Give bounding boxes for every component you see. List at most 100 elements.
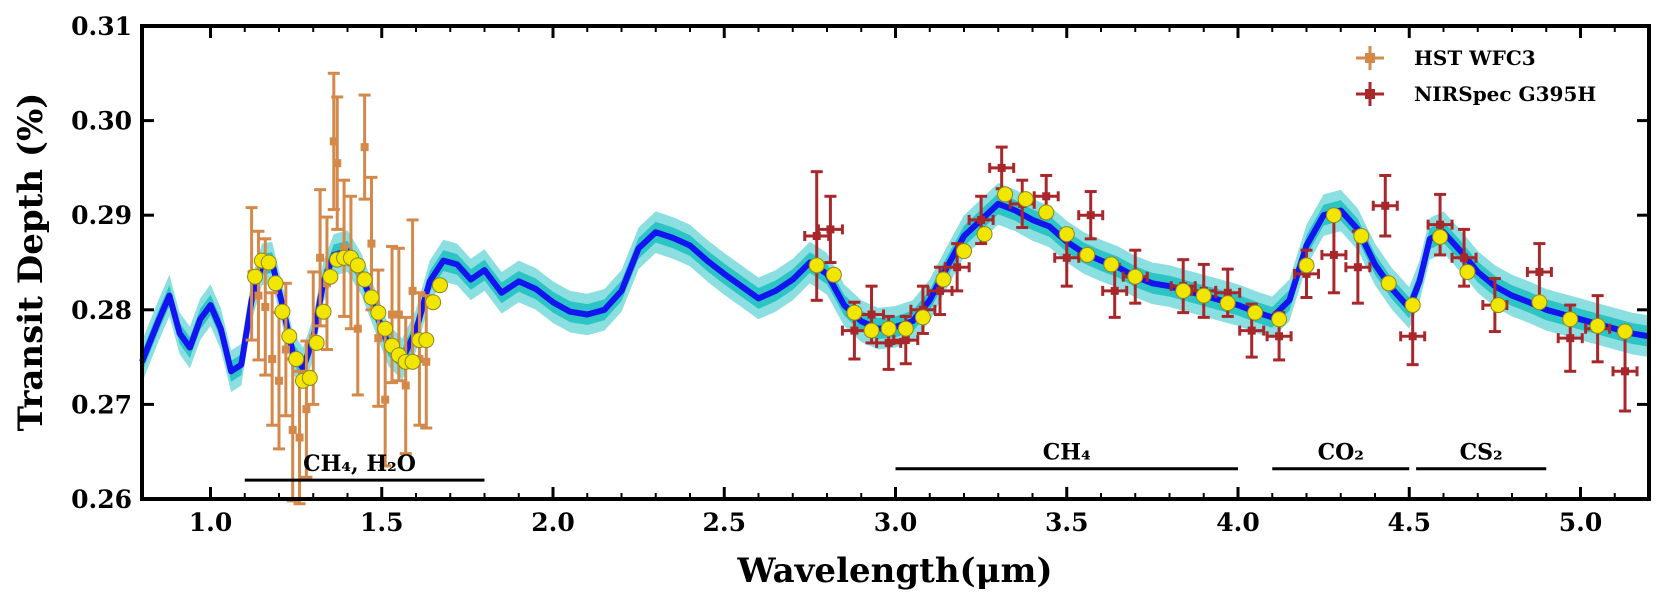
binned-model-point	[1531, 294, 1548, 311]
binned-model-point	[935, 271, 952, 288]
data-marker	[1381, 201, 1390, 210]
nirspec-g395h-point-25	[1371, 173, 1399, 238]
data-series	[245, 71, 1639, 506]
nirspec-g395h-point-23	[1320, 215, 1348, 295]
binned-model-point	[1058, 226, 1075, 243]
axes: 1.0 1.5 2.0 2.5 3.0 3.5 4.0 4.5 5.0 0.26 0.27 0.28 0…	[71, 12, 1651, 537]
legend: HST WFC3 NIRSpec G395H	[1356, 46, 1596, 106]
nirspec-g395h-point-14	[1077, 190, 1105, 241]
data-marker	[1247, 326, 1256, 335]
hst-wfc3-point-13	[331, 95, 344, 231]
data-marker	[333, 159, 342, 168]
data-marker	[316, 253, 325, 262]
data-marker	[850, 326, 859, 335]
binned-model-point	[370, 304, 387, 321]
hst-wfc3-point-10	[314, 188, 327, 328]
binned-model-point	[1103, 256, 1120, 273]
data-marker	[388, 310, 397, 319]
binned-model-point	[1380, 275, 1397, 292]
data-marker	[381, 395, 390, 404]
annotation-label: CS₂	[1460, 440, 1503, 466]
binned-model-point	[288, 350, 305, 367]
binned-model-point	[1325, 207, 1342, 224]
binned-model-point	[1127, 268, 1144, 285]
data-marker	[1042, 192, 1051, 201]
annotation-2: CO₂	[1272, 440, 1410, 471]
binned-model-point	[322, 268, 339, 285]
data-marker	[1535, 267, 1544, 276]
x-tick-label: 3.0	[874, 508, 918, 537]
data-marker	[1566, 334, 1575, 343]
binned-model-point	[1271, 311, 1288, 328]
binned-model-point	[1038, 204, 1055, 221]
nirspec-g395h-point-27	[1426, 192, 1454, 257]
binned-model-point	[356, 271, 373, 288]
data-marker	[1436, 220, 1445, 229]
x-tick-label: 4.5	[1388, 508, 1432, 537]
binned-model-point	[1617, 323, 1634, 340]
legend-entry-1: NIRSpec G395H	[1356, 82, 1596, 106]
data-marker	[867, 310, 876, 319]
y-tick-label: 0.31	[71, 12, 132, 41]
binned-model-point	[808, 257, 825, 274]
binned-model-point	[418, 332, 435, 349]
data-marker	[408, 286, 417, 295]
binned-model-point	[260, 254, 277, 271]
data-marker	[812, 232, 821, 241]
data-marker	[1223, 288, 1232, 297]
annotation-label: CH₄, H₂O	[303, 451, 416, 477]
hst-wfc3-point-1	[252, 229, 265, 362]
series-binned-model	[247, 186, 1634, 389]
data-marker	[422, 357, 431, 366]
binned-model-point	[377, 320, 394, 337]
nirspec-g395h-point-19	[1214, 267, 1242, 318]
data-marker	[1408, 332, 1417, 341]
data-marker	[1353, 263, 1362, 272]
data-marker	[340, 244, 349, 253]
nirspec-g395h-point-9	[967, 194, 995, 246]
data-marker	[353, 324, 362, 333]
data-marker	[261, 302, 270, 311]
annotation-3: CS₂	[1416, 440, 1547, 471]
binned-model-point	[863, 322, 880, 339]
nirspec-g395h-point-0	[803, 170, 831, 302]
data-marker	[1086, 211, 1095, 220]
x-tick-label: 1.0	[189, 508, 233, 537]
y-tick-label: 0.29	[71, 201, 132, 230]
nirspec-g395h-point-24	[1344, 229, 1372, 305]
data-marker	[295, 433, 304, 442]
x-tick-label: 2.5	[703, 508, 747, 537]
data-marker	[360, 143, 369, 152]
annotation-label: CO₂	[1318, 440, 1364, 466]
hst-wfc3-point-14	[338, 178, 351, 318]
legend-label: NIRSpec G395H	[1414, 82, 1596, 106]
binned-model-point	[281, 328, 298, 345]
binned-model-point	[1219, 295, 1236, 312]
hst-wfc3-point-23	[399, 315, 412, 456]
data-marker	[254, 291, 263, 300]
binned-model-point	[1490, 297, 1507, 314]
data-marker	[302, 405, 311, 414]
data-marker	[1110, 286, 1119, 295]
x-tick-label: 3.5	[1045, 508, 1089, 537]
binned-model-point	[880, 320, 897, 337]
binned-model-point	[1017, 191, 1034, 208]
binned-model-point	[1459, 263, 1476, 280]
binned-model-point	[1247, 304, 1264, 321]
y-tick-label: 0.30	[71, 107, 132, 136]
data-marker	[374, 334, 383, 343]
y-axis-title: Transit Depth (%)	[11, 93, 51, 432]
hst-wfc3-point-3	[266, 291, 279, 427]
data-marker	[394, 310, 403, 319]
binned-model-point	[267, 275, 284, 292]
hst-wfc3-point-7	[293, 369, 306, 506]
data-marker	[268, 354, 277, 363]
y-tick-label: 0.26	[71, 485, 132, 514]
binned-model-point	[301, 369, 318, 386]
data-marker	[401, 381, 410, 390]
binned-model-point	[1353, 228, 1370, 245]
data-marker	[281, 345, 290, 354]
x-tick-label: 1.5	[360, 508, 404, 537]
binned-model-point	[825, 266, 842, 283]
